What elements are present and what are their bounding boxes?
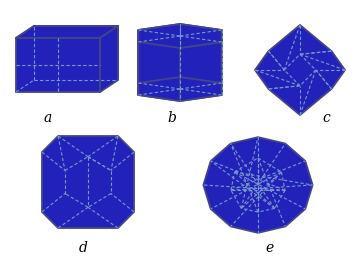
Polygon shape [138, 42, 180, 101]
Text: a: a [44, 111, 52, 125]
Polygon shape [16, 38, 100, 92]
Text: b: b [168, 111, 176, 125]
Polygon shape [100, 26, 118, 80]
Polygon shape [180, 42, 221, 101]
Polygon shape [100, 26, 118, 92]
Polygon shape [138, 24, 221, 48]
Polygon shape [16, 26, 118, 38]
Polygon shape [138, 77, 221, 101]
Polygon shape [34, 26, 118, 80]
Polygon shape [255, 25, 345, 115]
Polygon shape [138, 24, 180, 83]
Polygon shape [180, 24, 221, 83]
Text: c: c [322, 111, 330, 125]
Polygon shape [203, 137, 313, 233]
Polygon shape [42, 136, 134, 228]
Text: d: d [78, 241, 87, 255]
Polygon shape [16, 26, 118, 38]
Text: e: e [266, 241, 274, 255]
Polygon shape [16, 26, 34, 92]
Polygon shape [100, 26, 118, 38]
